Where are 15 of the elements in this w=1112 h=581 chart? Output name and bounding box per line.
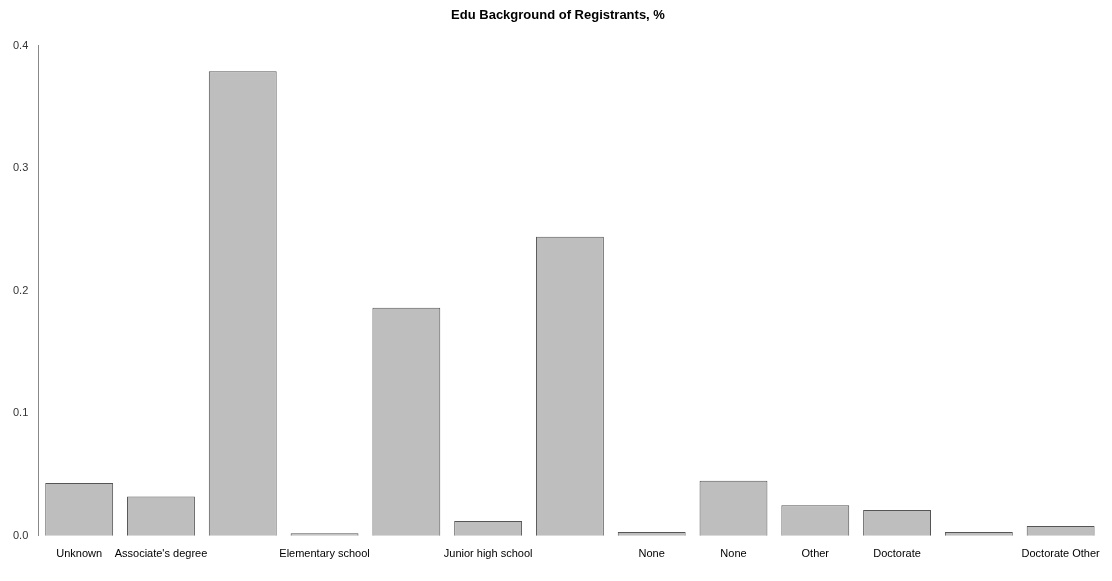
- x-tick-label: Unknown: [56, 547, 103, 560]
- x-tick-label: Other: [801, 547, 830, 560]
- y-tick-label: 0.4: [12, 38, 29, 51]
- y-tick-label: 0.1: [12, 406, 29, 419]
- y-tick-label: 0.3: [12, 161, 29, 174]
- x-tick-label: Doctorate Other: [1021, 547, 1101, 560]
- x-tick-label: Elementary school: [279, 547, 370, 560]
- x-tick-label: Doctorate: [873, 547, 921, 560]
- x-tick-label: None: [720, 547, 747, 560]
- y-tick-label: 0.2: [12, 283, 29, 296]
- y-tick-label: 0.0: [12, 528, 29, 541]
- x-tick-label: None: [638, 547, 665, 560]
- x-tick-label: Associate's degree: [114, 547, 208, 560]
- x-tick-label: Junior high school: [443, 547, 533, 560]
- chart-title: Edu Background of Registrants, %: [451, 7, 666, 23]
